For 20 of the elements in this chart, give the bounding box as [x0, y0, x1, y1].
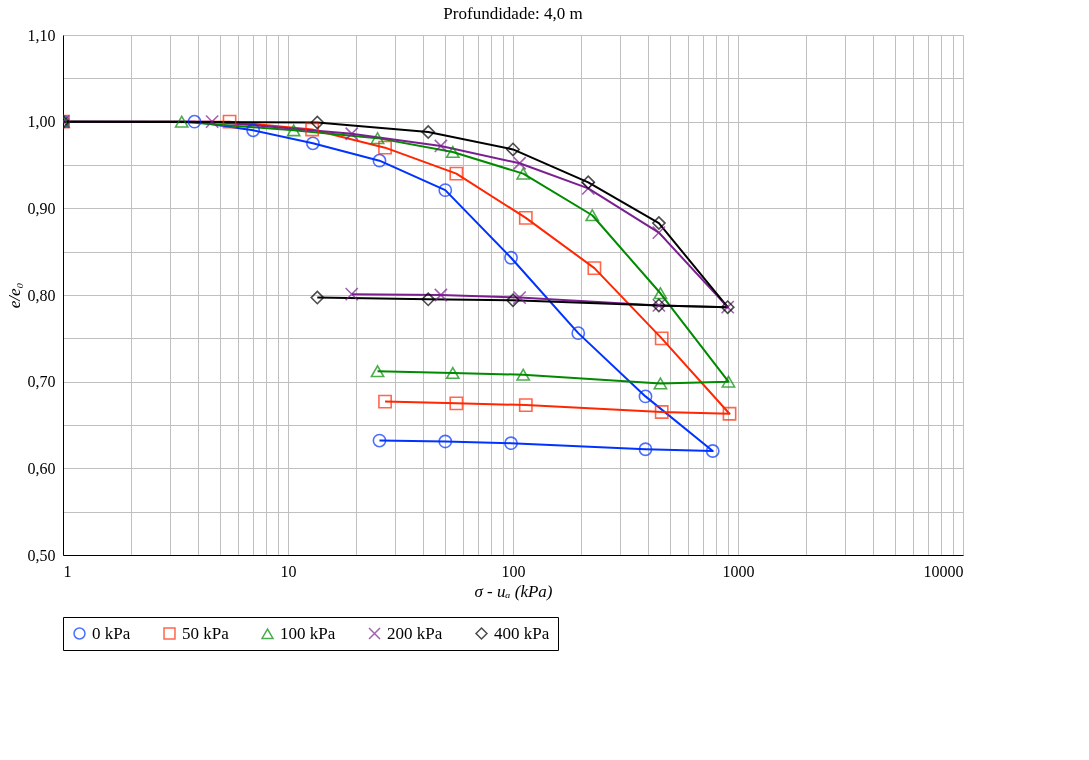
y-tick-label: 0,90	[27, 199, 56, 217]
x-tick-label: 1	[63, 562, 72, 580]
x-tick-label: 100	[501, 562, 526, 580]
y-tick-label: 0,50	[27, 546, 56, 564]
y-tick-label: 0,60	[27, 459, 56, 477]
x-tick-label: 10000	[923, 562, 964, 580]
y-tick-label: 1,00	[27, 113, 56, 131]
legend-label: 200 kPa	[387, 623, 443, 643]
y-tick-label: 0,70	[27, 373, 56, 391]
legend-label: 50 kPa	[182, 623, 230, 643]
y-tick-label: 0,80	[27, 286, 56, 304]
x-axis-title: σ - uₐ (kPa)	[474, 581, 553, 601]
legend-label: 100 kPa	[280, 623, 336, 643]
y-tick-label: 1,10	[27, 26, 56, 44]
legend-label: 400 kPa	[494, 623, 550, 643]
x-tick-label: 10	[280, 562, 297, 580]
chart-title: Profundidade: 4,0 m	[443, 4, 583, 23]
y-axis-title: e/e₀	[4, 282, 24, 309]
x-tick-label: 1000	[722, 562, 755, 580]
legend-label: 0 kPa	[92, 623, 131, 643]
